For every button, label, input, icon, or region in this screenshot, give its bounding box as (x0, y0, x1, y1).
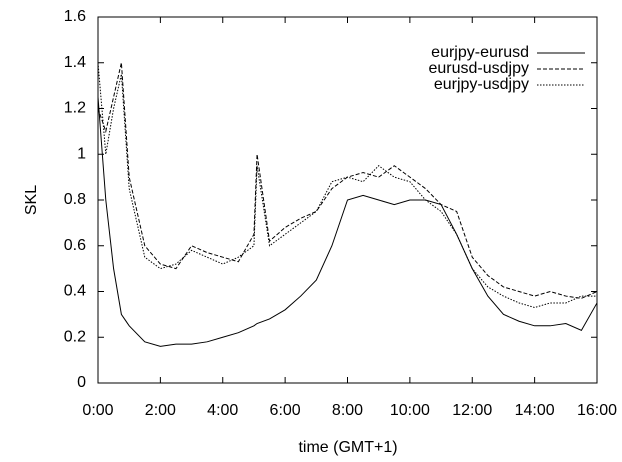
x-tick-label: 12:00 (452, 402, 492, 419)
x-tick-label: 16:00 (577, 402, 617, 419)
y-tick-label: 1.2 (64, 100, 86, 117)
legend-label: eurjpy-usdjpy (434, 76, 529, 93)
x-axis-label: time (GMT+1) (298, 439, 397, 456)
legend-label: eurusd-usdjpy (429, 60, 530, 77)
x-tick-label: 0:00 (82, 402, 113, 419)
x-tick-label: 10:00 (390, 402, 430, 419)
y-tick-label: 1.4 (64, 54, 86, 71)
y-tick-label: 0 (77, 374, 86, 391)
series-line (97, 62, 597, 309)
series-line (97, 62, 598, 299)
x-tick-label: 4:00 (207, 402, 238, 419)
x-tick-label: 2:00 (145, 402, 176, 419)
y-tick-label: 1 (77, 145, 86, 162)
y-tick-label: 0.4 (64, 283, 86, 300)
series-line (97, 97, 598, 347)
x-tick-label: 14:00 (515, 402, 555, 419)
x-tick-label: 6:00 (270, 402, 301, 419)
y-tick-label: 0.8 (64, 191, 86, 208)
y-axis-label: SKL (23, 185, 40, 215)
y-tick-label: 0.6 (64, 237, 86, 254)
y-tick-label: 1.6 (64, 8, 86, 25)
x-tick-label: 8:00 (332, 402, 363, 419)
y-tick-label: 0.2 (64, 328, 86, 345)
legend-label: eurjpy-eurusd (431, 44, 529, 61)
